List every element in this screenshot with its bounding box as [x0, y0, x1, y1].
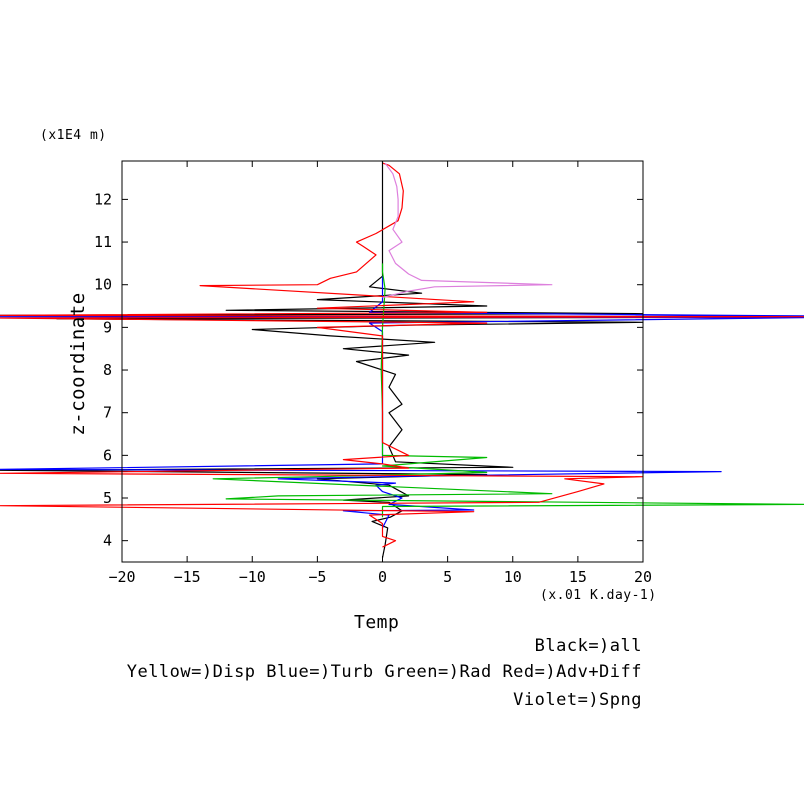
y-tick-label: 12 — [94, 190, 112, 208]
series-line-rad — [212, 263, 804, 518]
legend-line-3: Violet=)Spng — [513, 690, 642, 710]
x-tick-label: −5 — [308, 568, 326, 586]
y-axis-label: z-coordinate — [67, 292, 89, 436]
x-unit-label: (x.01 K.day-1) — [540, 588, 657, 603]
series-layer — [0, 161, 804, 558]
x-tick-label: −10 — [239, 568, 266, 586]
y-tick-label: 7 — [103, 404, 112, 422]
y-tick-label: 9 — [103, 318, 112, 336]
x-tick-label: 20 — [634, 568, 652, 586]
x-tick-label: 5 — [443, 568, 452, 586]
y-tick-label: 11 — [94, 233, 112, 251]
y-unit-label: (x1E4 m) — [40, 128, 107, 143]
y-tick-label: 6 — [103, 446, 112, 464]
y-tick-label: 8 — [103, 361, 112, 379]
ticks-layer: −20 −15 −10 −5 0 5 10 15 20 4 5 6 7 8 9 10 11 12 — [94, 161, 652, 586]
y-tick-label: 5 — [103, 489, 112, 507]
x-tick-label: 15 — [569, 568, 587, 586]
x-tick-label: 10 — [504, 568, 522, 586]
y-tick-label: 4 — [103, 532, 112, 550]
x-axis-label: Temp — [354, 612, 400, 633]
series-line-adv-diff — [0, 162, 804, 548]
series-line-spng — [382, 162, 553, 299]
legend-line-1: Black=)all — [534, 636, 642, 656]
legend-line-2: Yellow=)Disp Blue=)Turb Green=)Rad Red=)… — [126, 662, 642, 682]
x-tick-label: −20 — [108, 568, 135, 586]
series-line-all — [0, 161, 804, 558]
x-tick-label: 0 — [378, 568, 387, 586]
x-tick-label: −15 — [174, 568, 201, 586]
y-tick-label: 10 — [94, 276, 112, 294]
